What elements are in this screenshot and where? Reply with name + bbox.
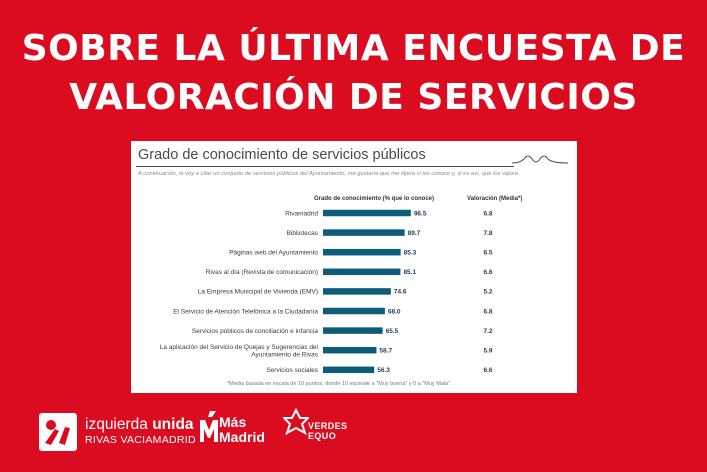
chart-subtitle: A continuación, le voy a citar un conjun… [138,171,520,177]
izquierda-unida-logo [39,413,77,451]
bar [323,209,411,217]
category-label: Páginas web del Ayuntamiento [229,250,318,257]
data-label: 96.5 [414,210,427,217]
rating-value: 7.2 [483,328,492,335]
mas-madrid-m-icon [200,411,218,442]
category-label: Rivamadrid [285,210,318,217]
category-label: La Empresa Municipal de Vivienda (EMV) [198,289,318,296]
chart-title: Grado de conocimiento de servicios públi… [138,147,426,163]
bar [323,268,401,276]
iu-subtitle: RIVAS VACIAMADRID [85,434,196,446]
rating-value: 6.6 [483,367,492,374]
data-label: 74.6 [394,289,407,296]
bar-chart: Rivamadrid 96.5 6.8 Bibliotecas 89.7 7.8 Págin… [160,209,493,374]
headline-line-1: SOBRE LA ÚLTIMA ENCUESTA DE [21,28,686,69]
data-label: 85.3 [404,250,417,257]
rating-value: 5.2 [483,289,492,296]
category-label: Servicios públicos de conciliación e inf… [192,328,318,335]
rating-value: 5.9 [483,348,492,355]
wave-icon [512,155,568,164]
axis-label-knowledge: Grado de conocimiento (% que lo conoce) [314,196,435,202]
rating-value: 6.8 [483,308,492,315]
bar [323,248,401,256]
mas-madrid-name: Más Madrid [219,414,265,445]
headline-line-2: VALORACIÓN DE SERVICIOS [69,77,638,118]
iu-name: izquierda unida [85,416,194,433]
data-label: 58.7 [379,348,392,355]
category-label: Ayuntamiento de Rivas [251,351,318,358]
bar [323,288,391,295]
category-label: Servicios sociales [266,367,318,374]
chart-footnote: *Media basada en escala de 10 puntos, do… [227,381,452,387]
bar [323,327,383,334]
data-label: 68.0 [388,308,401,315]
rating-value: 6.5 [483,250,492,257]
rating-value: 6.8 [483,210,492,217]
chart-card: Grado de conocimiento de servicios públi… [131,141,577,393]
category-label: Rivas al día (Revista de comunicación) [206,269,318,276]
rating-value: 6.6 [483,269,492,276]
data-label: 65.5 [386,328,399,335]
iu-emblem-icon [45,420,70,445]
verdes-equo-leaf-icon [283,408,309,436]
data-label: 56.3 [377,367,390,374]
bar [323,229,405,236]
title-underline [136,166,514,167]
rating-value: 7.8 [483,230,492,237]
bar [323,307,385,315]
data-label: 85.1 [403,269,416,276]
bar [323,366,375,374]
bar [323,346,377,354]
column-header-rating: Valoración (Media*) [467,196,523,202]
data-label: 89.7 [408,230,421,237]
verdes-equo-name: VERDES EQUO [308,421,348,441]
category-label: El Servicio de Atención Telefónica a la … [173,308,318,315]
category-label: La aplicación del Servicio de Quejas y S… [160,344,319,351]
category-label: Bibliotecas [287,230,319,237]
